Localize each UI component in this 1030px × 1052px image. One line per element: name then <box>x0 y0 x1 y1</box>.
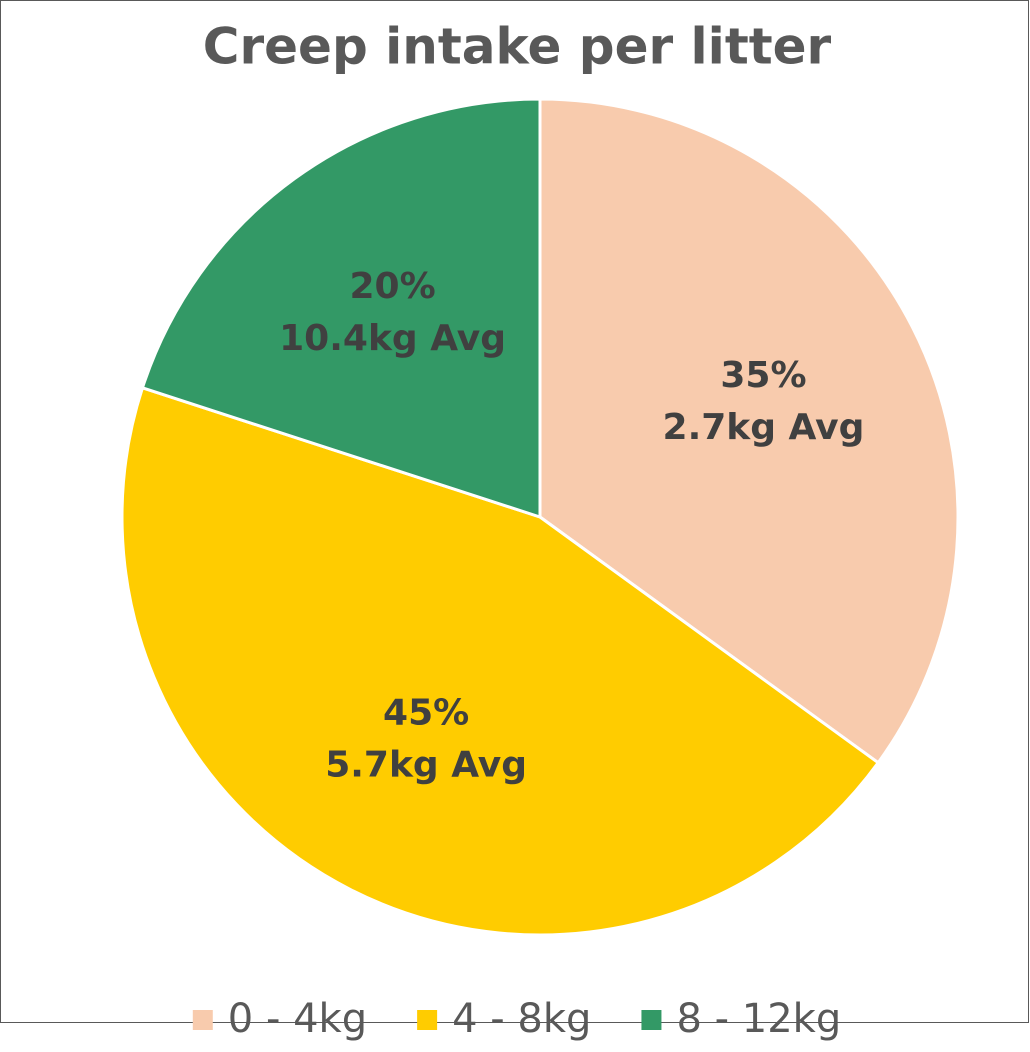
data-label-avg: 10.4kg Avg <box>279 318 506 359</box>
legend-swatch <box>641 1010 662 1030</box>
pie-slice <box>140 97 542 520</box>
data-label-avg: 2.7kg Avg <box>663 407 865 448</box>
data-label: 20% <box>349 266 435 307</box>
legend-label: 4 - 8kg <box>452 996 591 1042</box>
legend-label: 8 - 12kg <box>676 996 841 1042</box>
chart-title: Creep intake per litter <box>203 18 832 76</box>
legend-swatch <box>417 1010 438 1030</box>
pie-slice <box>538 97 960 765</box>
pie-slice <box>120 385 881 937</box>
legend-swatch <box>192 1010 213 1030</box>
data-label: 35% <box>720 355 806 396</box>
data-label-avg: 5.7kg Avg <box>325 744 527 785</box>
data-label: 45% <box>383 692 469 733</box>
legend-label: 0 - 4kg <box>228 996 367 1042</box>
